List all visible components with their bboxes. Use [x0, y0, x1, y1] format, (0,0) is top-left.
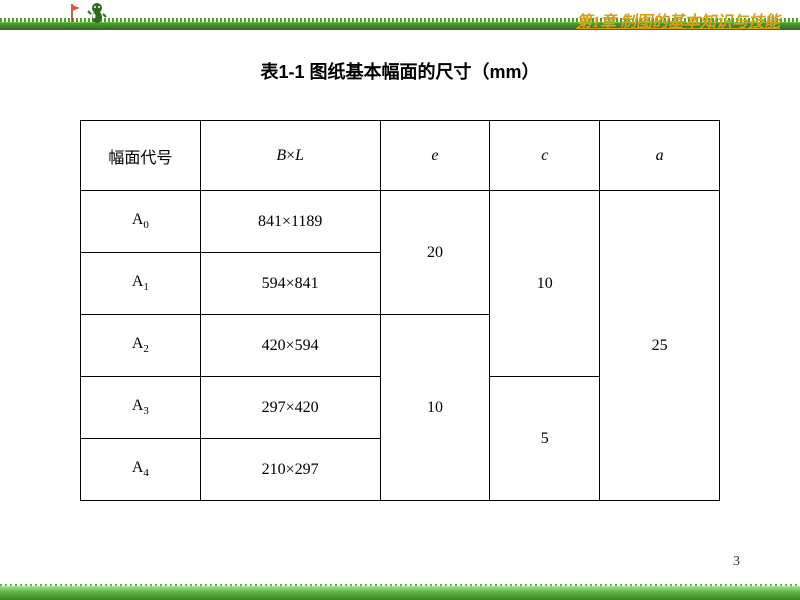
- cell-code: A1: [81, 253, 201, 315]
- cell-e: 20: [380, 191, 490, 315]
- table-title: 表1-1 图纸基本幅面的尺寸（mm）: [0, 58, 800, 84]
- cell-a: 25: [600, 191, 720, 501]
- header-a: a: [600, 121, 720, 191]
- cell-e: 10: [380, 315, 490, 501]
- cell-code: A3: [81, 377, 201, 439]
- mascot-icon: [85, 0, 109, 24]
- table-row: A0 841×1189 20 10 25: [81, 191, 720, 253]
- cell-code: A4: [81, 439, 201, 501]
- cell-bl: 841×1189: [200, 191, 380, 253]
- header-c: c: [490, 121, 600, 191]
- paper-size-table: 幅面代号 B×L e c a A0 841×1189 20 10 25 A1 5…: [80, 120, 720, 501]
- header-e: e: [380, 121, 490, 191]
- cell-bl: 420×594: [200, 315, 380, 377]
- cell-bl: 297×420: [200, 377, 380, 439]
- cell-bl: 210×297: [200, 439, 380, 501]
- header-bl: B×L: [200, 121, 380, 191]
- footer-grass-bar: [0, 586, 800, 600]
- cell-code: A0: [81, 191, 201, 253]
- table-header-row: 幅面代号 B×L e c a: [81, 121, 720, 191]
- chapter-title: 第1章 制图的基本知识与技能: [576, 8, 780, 32]
- cell-c: 10: [490, 191, 600, 377]
- cell-c: 5: [490, 377, 600, 501]
- flag-icon: [70, 4, 82, 22]
- cell-code: A2: [81, 315, 201, 377]
- cell-bl: 594×841: [200, 253, 380, 315]
- page-number: 3: [733, 554, 740, 570]
- header-code: 幅面代号: [81, 121, 201, 191]
